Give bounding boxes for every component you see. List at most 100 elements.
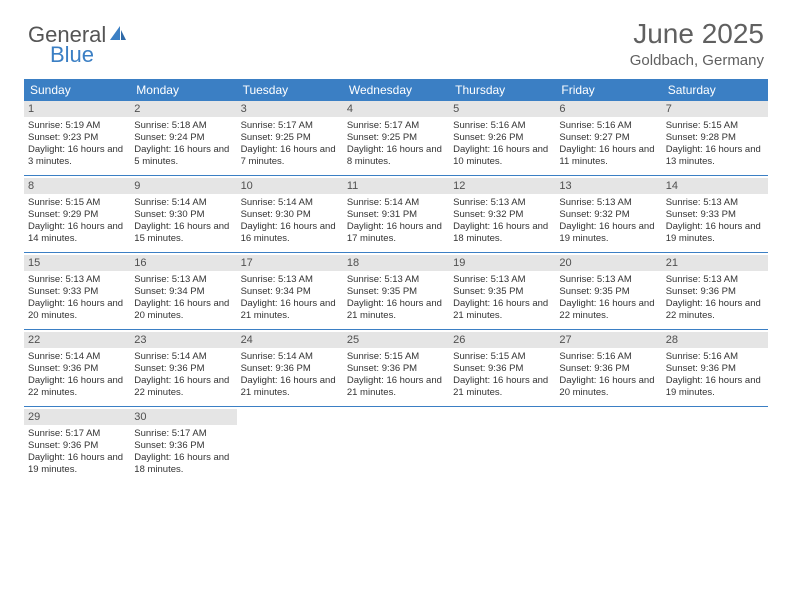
calendar-cell: 13Sunrise: 5:13 AMSunset: 9:32 PMDayligh… — [555, 178, 661, 252]
calendar-cell: 3 Sunrise: 5:17 AMSunset: 9:25 PMDaylight… — [237, 101, 343, 175]
day-header-cell: Wednesday — [343, 79, 449, 101]
day-info: Sunrise: 5:17 AMSunset: 9:36 PMDaylight:… — [134, 428, 232, 477]
day-header-cell: Sunday — [24, 79, 130, 101]
day-info: Sunrise: 5:13 AMSunset: 9:35 PMDaylight:… — [559, 274, 657, 323]
day-info: Sunrise: 5:17 AMSunset: 9:25 PMDaylight:… — [347, 120, 445, 169]
calendar-cell: 15 Sunrise: 5:13 AMSunset: 9:33 PMDayligh… — [24, 255, 130, 329]
calendar-cell — [662, 409, 768, 483]
calendar-cell: 29 Sunrise: 5:17 AMSunset: 9:36 PMDayligh… — [24, 409, 130, 483]
day-number: 26 — [449, 332, 555, 348]
day-number: 23 — [130, 332, 236, 348]
day-number: 29 — [24, 409, 130, 425]
day-number: 9 — [130, 178, 236, 194]
day-number: 21 — [662, 255, 768, 271]
calendar-cell: 4 Sunrise: 5:17 AMSunset: 9:25 PMDaylight… — [343, 101, 449, 175]
day-info: Sunrise: 5:13 AMSunset: 9:32 PMDaylight:… — [453, 197, 551, 246]
calendar-cell: 2 Sunrise: 5:18 AMSunset: 9:24 PMDaylight… — [130, 101, 236, 175]
day-info: Sunrise: 5:13 AMSunset: 9:34 PMDaylight:… — [241, 274, 339, 323]
calendar-cell: 23 Sunrise: 5:14 AMSunset: 9:36 PMDayligh… — [130, 332, 236, 406]
calendar-cell: 18Sunrise: 5:13 AMSunset: 9:35 PMDayligh… — [343, 255, 449, 329]
day-info: Sunrise: 5:14 AMSunset: 9:36 PMDaylight:… — [241, 351, 339, 400]
calendar-cell: 10 Sunrise: 5:14 AMSunset: 9:30 PMDayligh… — [237, 178, 343, 252]
calendar-cell: 9 Sunrise: 5:14 AMSunset: 9:30 PMDaylight… — [130, 178, 236, 252]
page-header: June 2025 Goldbach, Germany — [24, 18, 768, 69]
calendar-cell: 11 Sunrise: 5:14 AMSunset: 9:31 PMDayligh… — [343, 178, 449, 252]
day-header-cell: Thursday — [449, 79, 555, 101]
day-info: Sunrise: 5:15 AMSunset: 9:36 PMDaylight:… — [453, 351, 551, 400]
day-info: Sunrise: 5:16 AMSunset: 9:36 PMDaylight:… — [666, 351, 764, 400]
calendar-cell: 21 Sunrise: 5:13 AMSunset: 9:36 PMDayligh… — [662, 255, 768, 329]
calendar-cell: 8Sunrise: 5:15 AMSunset: 9:29 PMDaylight… — [24, 178, 130, 252]
day-number: 15 — [24, 255, 130, 271]
day-header-cell: Monday — [130, 79, 236, 101]
page-location: Goldbach, Germany — [24, 52, 764, 69]
day-info: Sunrise: 5:14 AMSunset: 9:30 PMDaylight:… — [134, 197, 232, 246]
day-info: Sunrise: 5:19 AMSunset: 9:23 PMDaylight:… — [28, 120, 126, 169]
day-number: 19 — [449, 255, 555, 271]
day-number: 5 — [449, 101, 555, 117]
day-number: 20 — [555, 255, 661, 271]
day-number: 28 — [662, 332, 768, 348]
calendar-cell — [237, 409, 343, 483]
calendar-cell: 26 Sunrise: 5:15 AMSunset: 9:36 PMDayligh… — [449, 332, 555, 406]
calendar-cell: 6Sunrise: 5:16 AMSunset: 9:27 PMDaylight… — [555, 101, 661, 175]
calendar-cell: 22Sunrise: 5:14 AMSunset: 9:36 PMDayligh… — [24, 332, 130, 406]
day-number: 24 — [237, 332, 343, 348]
day-info: Sunrise: 5:17 AMSunset: 9:36 PMDaylight:… — [28, 428, 126, 477]
day-info: Sunrise: 5:17 AMSunset: 9:25 PMDaylight:… — [241, 120, 339, 169]
calendar-day-header: SundayMondayTuesdayWednesdayThursdayFrid… — [24, 79, 768, 101]
day-number: 13 — [555, 178, 661, 194]
day-info: Sunrise: 5:16 AMSunset: 9:36 PMDaylight:… — [559, 351, 657, 400]
calendar-cell: 27 Sunrise: 5:16 AMSunset: 9:36 PMDayligh… — [555, 332, 661, 406]
calendar-week: 29Sunrise: 5:17 AMSunset: 9:36 PMDayligh… — [24, 409, 768, 483]
calendar: SundayMondayTuesdayWednesdayThursdayFrid… — [24, 79, 768, 483]
calendar-cell: 1 Sunrise: 5:19 AMSunset: 9:23 PMDaylight… — [24, 101, 130, 175]
day-number: 10 — [237, 178, 343, 194]
day-info: Sunrise: 5:13 AMSunset: 9:36 PMDaylight:… — [666, 274, 764, 323]
day-info: Sunrise: 5:13 AMSunset: 9:34 PMDaylight:… — [134, 274, 232, 323]
day-number: 22 — [24, 332, 130, 348]
calendar-cell: 28 Sunrise: 5:16 AMSunset: 9:36 PMDayligh… — [662, 332, 768, 406]
day-header-cell: Saturday — [662, 79, 768, 101]
day-header-cell: Friday — [555, 79, 661, 101]
calendar-cell: 25Sunrise: 5:15 AMSunset: 9:36 PMDayligh… — [343, 332, 449, 406]
calendar-cell: 30Sunrise: 5:17 AMSunset: 9:36 PMDayligh… — [130, 409, 236, 483]
calendar-cell: 19 Sunrise: 5:13 AMSunset: 9:35 PMDayligh… — [449, 255, 555, 329]
logo-sail-icon — [108, 24, 128, 42]
day-info: Sunrise: 5:18 AMSunset: 9:24 PMDaylight:… — [134, 120, 232, 169]
calendar-cell — [555, 409, 661, 483]
day-info: Sunrise: 5:14 AMSunset: 9:31 PMDaylight:… — [347, 197, 445, 246]
day-info: Sunrise: 5:14 AMSunset: 9:36 PMDaylight:… — [134, 351, 232, 400]
day-number: 12 — [449, 178, 555, 194]
calendar-cell: 7 Sunrise: 5:15 AMSunset: 9:28 PMDaylight… — [662, 101, 768, 175]
calendar-cell: 17 Sunrise: 5:13 AMSunset: 9:34 PMDayligh… — [237, 255, 343, 329]
day-info: Sunrise: 5:13 AMSunset: 9:35 PMDaylight:… — [347, 274, 445, 323]
day-info: Sunrise: 5:15 AMSunset: 9:28 PMDaylight:… — [666, 120, 764, 169]
day-header-cell: Tuesday — [237, 79, 343, 101]
calendar-cell: 5Sunrise: 5:16 AMSunset: 9:26 PMDaylight… — [449, 101, 555, 175]
day-number: 7 — [662, 101, 768, 117]
day-info: Sunrise: 5:15 AMSunset: 9:29 PMDaylight:… — [28, 197, 126, 246]
day-number: 27 — [555, 332, 661, 348]
day-number: 3 — [237, 101, 343, 117]
day-number: 17 — [237, 255, 343, 271]
day-info: Sunrise: 5:14 AMSunset: 9:30 PMDaylight:… — [241, 197, 339, 246]
calendar-cell: 20 Sunrise: 5:13 AMSunset: 9:35 PMDayligh… — [555, 255, 661, 329]
day-number: 11 — [343, 178, 449, 194]
day-number: 16 — [130, 255, 236, 271]
day-info: Sunrise: 5:13 AMSunset: 9:35 PMDaylight:… — [453, 274, 551, 323]
day-number: 1 — [24, 101, 130, 117]
calendar-week: 22Sunrise: 5:14 AMSunset: 9:36 PMDayligh… — [24, 332, 768, 407]
calendar-week: 8Sunrise: 5:15 AMSunset: 9:29 PMDaylight… — [24, 178, 768, 253]
day-info: Sunrise: 5:13 AMSunset: 9:33 PMDaylight:… — [28, 274, 126, 323]
day-number: 2 — [130, 101, 236, 117]
calendar-week: 1 Sunrise: 5:19 AMSunset: 9:23 PMDaylight… — [24, 101, 768, 176]
calendar-cell — [449, 409, 555, 483]
page-title: June 2025 — [24, 18, 764, 50]
calendar-cell: 24 Sunrise: 5:14 AMSunset: 9:36 PMDayligh… — [237, 332, 343, 406]
day-number: 14 — [662, 178, 768, 194]
day-number: 4 — [343, 101, 449, 117]
day-info: Sunrise: 5:16 AMSunset: 9:27 PMDaylight:… — [559, 120, 657, 169]
calendar-cell: 14Sunrise: 5:13 AMSunset: 9:33 PMDayligh… — [662, 178, 768, 252]
calendar-cell: 12 Sunrise: 5:13 AMSunset: 9:32 PMDayligh… — [449, 178, 555, 252]
